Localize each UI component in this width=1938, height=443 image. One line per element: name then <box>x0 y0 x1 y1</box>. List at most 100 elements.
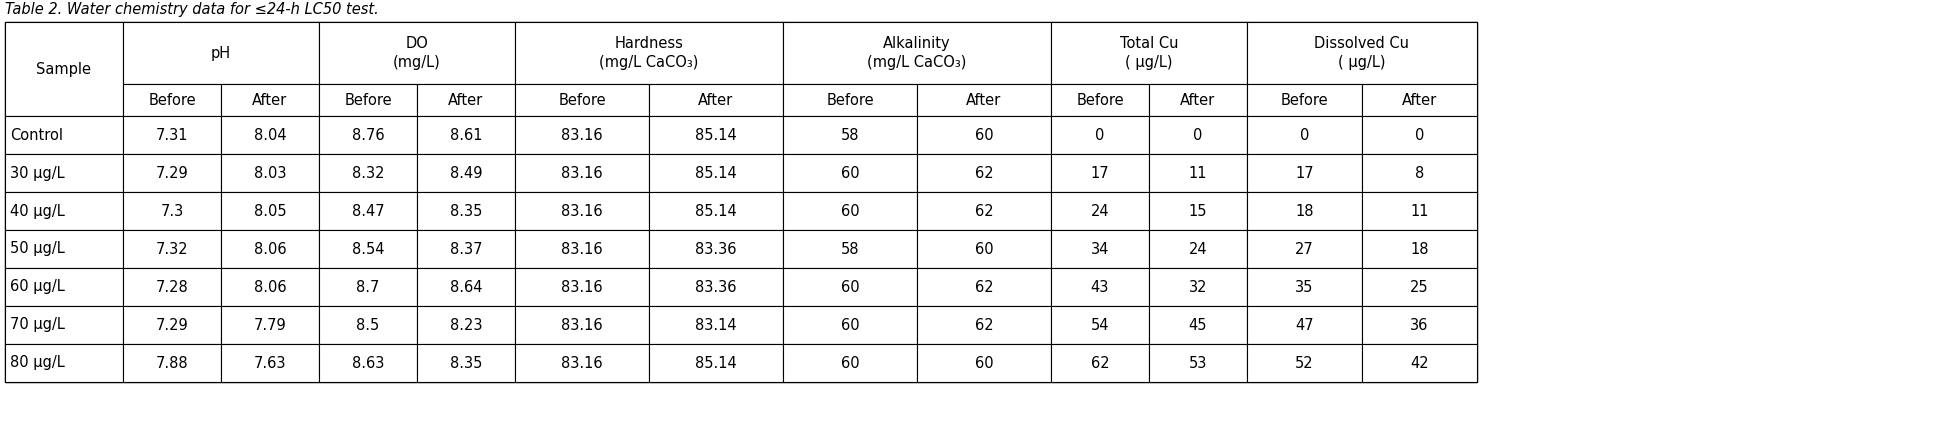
Bar <box>783 230 917 268</box>
Text: 24: 24 <box>1091 203 1109 218</box>
Bar <box>1149 84 1246 116</box>
Text: Before: Before <box>826 93 874 108</box>
Bar <box>320 230 417 268</box>
Text: 30 μg/L: 30 μg/L <box>10 166 64 180</box>
Bar <box>122 344 221 382</box>
Bar <box>516 154 649 192</box>
Text: DO
(mg/L): DO (mg/L) <box>393 36 440 70</box>
Bar <box>516 230 649 268</box>
Bar <box>6 192 122 230</box>
Bar <box>1246 268 1362 306</box>
Bar <box>1149 192 1246 230</box>
Text: 11: 11 <box>1411 203 1428 218</box>
Bar <box>1362 116 1477 154</box>
Bar <box>516 116 649 154</box>
Bar <box>783 22 1050 84</box>
Text: 36: 36 <box>1411 318 1428 333</box>
Text: 60: 60 <box>975 355 994 370</box>
Text: 60: 60 <box>841 318 859 333</box>
Text: 54: 54 <box>1091 318 1109 333</box>
Text: 85.14: 85.14 <box>696 355 736 370</box>
Text: 43: 43 <box>1091 280 1109 295</box>
Text: After: After <box>1180 93 1215 108</box>
Bar <box>6 230 122 268</box>
Bar <box>122 268 221 306</box>
Bar <box>1362 192 1477 230</box>
Bar <box>122 154 221 192</box>
Text: 8.06: 8.06 <box>254 280 287 295</box>
Bar <box>221 306 320 344</box>
Bar <box>1149 344 1246 382</box>
Text: 0: 0 <box>1194 128 1203 143</box>
Text: 0: 0 <box>1415 128 1424 143</box>
Bar <box>516 22 783 84</box>
Bar <box>221 192 320 230</box>
Text: 27: 27 <box>1295 241 1314 256</box>
Text: After: After <box>967 93 1002 108</box>
Text: 8.35: 8.35 <box>450 203 483 218</box>
Bar <box>221 116 320 154</box>
Text: 0: 0 <box>1300 128 1310 143</box>
Bar <box>417 192 516 230</box>
Bar <box>1050 84 1149 116</box>
Bar <box>649 344 783 382</box>
Bar <box>122 116 221 154</box>
Text: After: After <box>698 93 735 108</box>
Bar <box>1149 154 1246 192</box>
Text: Before: Before <box>558 93 607 108</box>
Text: 85.14: 85.14 <box>696 166 736 180</box>
Text: 50 μg/L: 50 μg/L <box>10 241 64 256</box>
Bar <box>1362 344 1477 382</box>
Text: Dissolved Cu
( μg/L): Dissolved Cu ( μg/L) <box>1314 36 1409 70</box>
Bar <box>1246 116 1362 154</box>
Bar <box>122 192 221 230</box>
Bar <box>917 154 1050 192</box>
Text: Hardness
(mg/L CaCO₃): Hardness (mg/L CaCO₃) <box>599 36 700 70</box>
Text: After: After <box>1401 93 1438 108</box>
Bar <box>917 344 1050 382</box>
Text: Before: Before <box>1281 93 1328 108</box>
Text: 8.64: 8.64 <box>450 280 483 295</box>
Bar <box>917 268 1050 306</box>
Text: 32: 32 <box>1188 280 1207 295</box>
Bar <box>783 84 917 116</box>
Bar <box>516 344 649 382</box>
Text: 60: 60 <box>841 203 859 218</box>
Bar <box>1050 268 1149 306</box>
Text: 83.16: 83.16 <box>562 355 603 370</box>
Text: 7.79: 7.79 <box>254 318 287 333</box>
Text: 8.54: 8.54 <box>353 241 384 256</box>
Bar <box>649 154 783 192</box>
Text: 8: 8 <box>1415 166 1424 180</box>
Text: 62: 62 <box>975 318 994 333</box>
Text: pH: pH <box>211 46 231 61</box>
Text: 8.76: 8.76 <box>351 128 384 143</box>
Text: 62: 62 <box>975 166 994 180</box>
Bar <box>6 306 122 344</box>
Bar <box>417 116 516 154</box>
Bar <box>320 192 417 230</box>
Text: 58: 58 <box>841 128 859 143</box>
Text: 60: 60 <box>975 241 994 256</box>
Bar <box>221 154 320 192</box>
Bar <box>1050 230 1149 268</box>
Bar <box>1246 22 1477 84</box>
Text: 52: 52 <box>1295 355 1314 370</box>
Text: 17: 17 <box>1091 166 1109 180</box>
Text: 17: 17 <box>1295 166 1314 180</box>
Text: 8.63: 8.63 <box>353 355 384 370</box>
Bar <box>6 22 122 116</box>
Bar <box>649 192 783 230</box>
Text: 83.16: 83.16 <box>562 128 603 143</box>
Text: 83.16: 83.16 <box>562 280 603 295</box>
Bar <box>1246 192 1362 230</box>
Text: Before: Before <box>147 93 196 108</box>
Text: Table 2. Water chemistry data for ≤24-h LC50 test.: Table 2. Water chemistry data for ≤24-h … <box>6 2 378 17</box>
Text: 7.3: 7.3 <box>161 203 184 218</box>
Text: 11: 11 <box>1188 166 1207 180</box>
Text: 85.14: 85.14 <box>696 203 736 218</box>
Text: 8.37: 8.37 <box>450 241 483 256</box>
Bar <box>1149 230 1246 268</box>
Text: 7.31: 7.31 <box>155 128 188 143</box>
Bar <box>6 344 122 382</box>
